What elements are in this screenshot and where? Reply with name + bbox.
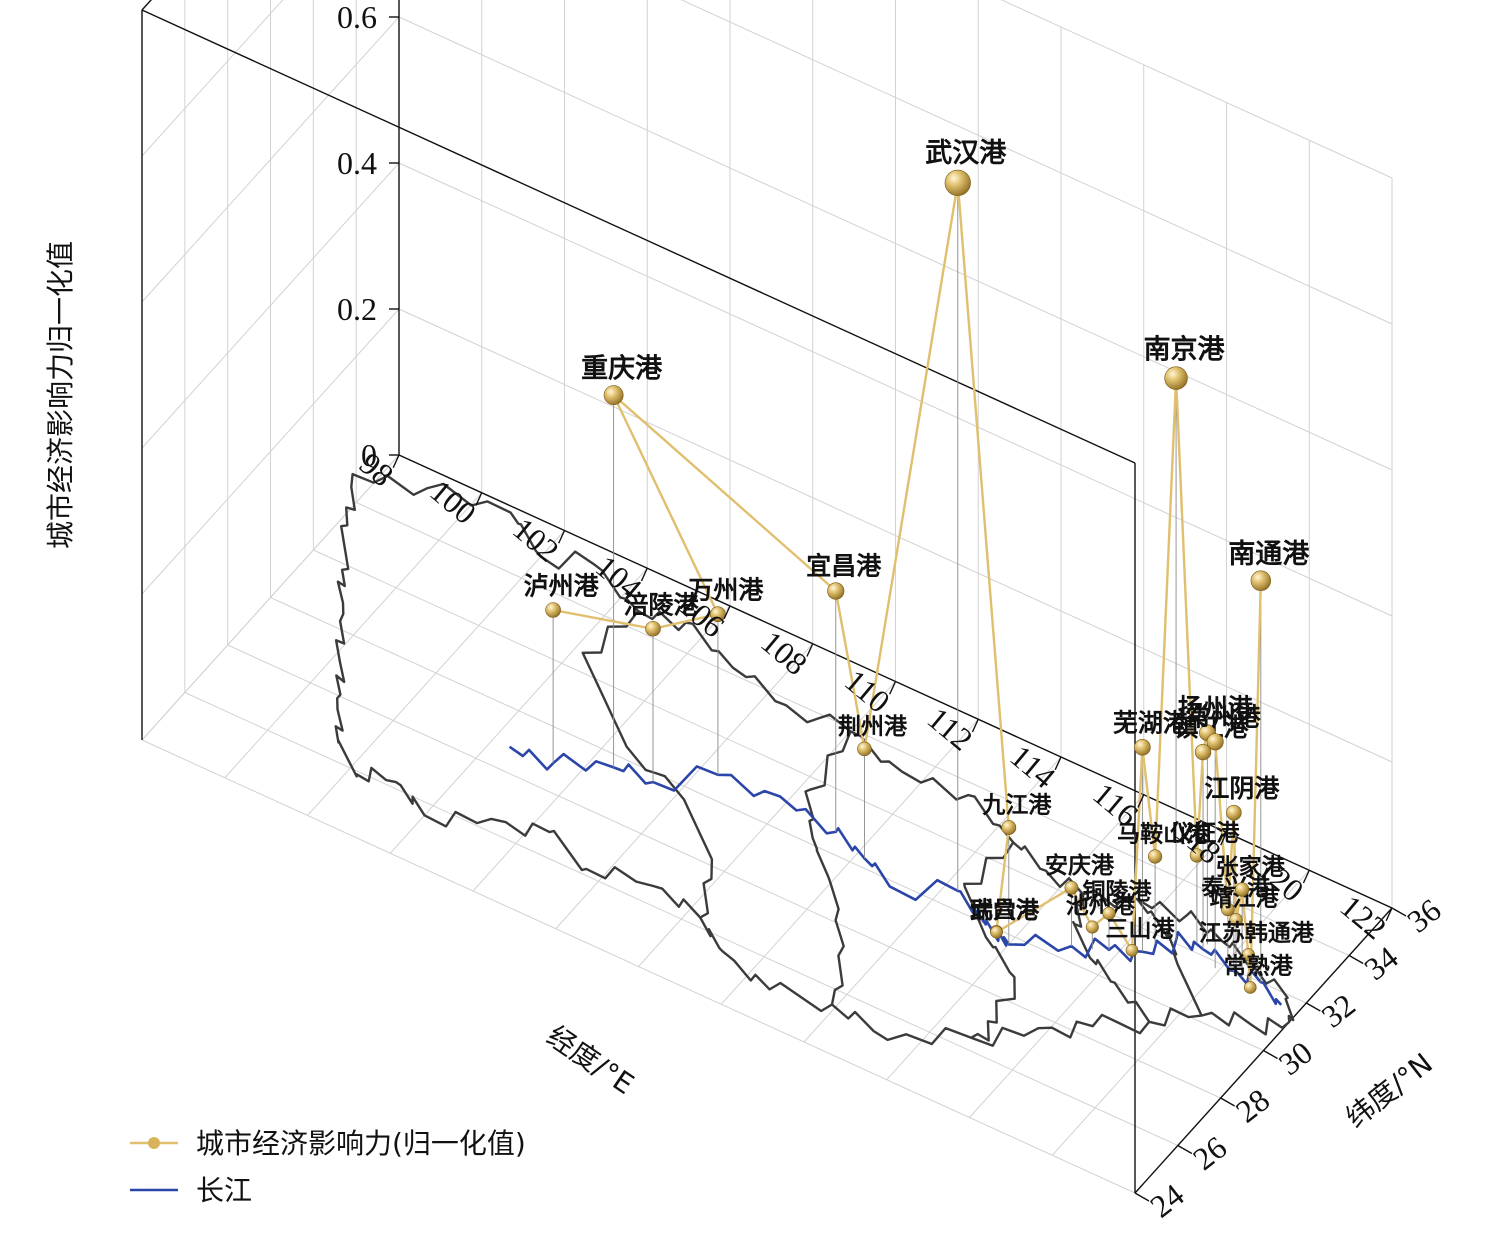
- port-label: 池州港: [1066, 893, 1136, 919]
- port-marker: [1102, 906, 1116, 920]
- port-label: 张家港: [1216, 854, 1286, 881]
- x-tick-label: 122: [1334, 888, 1394, 946]
- port-label: 泸州港: [524, 572, 600, 601]
- y-tick-label: 36: [1400, 891, 1447, 939]
- y-tick-label: 34: [1357, 939, 1404, 987]
- x-tick-label: 114: [1003, 738, 1062, 796]
- province-boundary: [963, 841, 1016, 1042]
- port-marker: [1241, 948, 1255, 962]
- port-label: 南通港: [1228, 539, 1310, 570]
- x-tick-label: 98: [353, 445, 401, 493]
- port-label: 荆州港: [838, 714, 908, 740]
- yangtze-basin-map: [334, 472, 1295, 1047]
- basin-boundary: [334, 472, 1295, 1047]
- port-label: 常熟港: [1224, 952, 1294, 979]
- port-marker: [545, 602, 561, 618]
- port-marker: [827, 582, 845, 600]
- port-marker: [1085, 920, 1099, 934]
- port-marker: [603, 385, 624, 406]
- y-tick-label: 30: [1272, 1034, 1319, 1082]
- y-tick-label: 26: [1186, 1129, 1233, 1177]
- port-marker: [944, 169, 971, 196]
- port-marker: [1147, 849, 1163, 864]
- port-label: 南京港: [1144, 334, 1226, 366]
- port-label: 武穴港: [970, 897, 1040, 924]
- y-axis-label: 纬度/°N: [1339, 1047, 1438, 1135]
- x-tick-label: 108: [754, 624, 814, 682]
- z-axis-label: 城市经济影响力归一化值: [44, 241, 77, 549]
- legend-river-label: 长江: [196, 1174, 252, 1207]
- z-tick-label: 0.4: [337, 145, 377, 181]
- influence-connector-line: [552, 181, 1262, 989]
- x-tick-label: 110: [838, 662, 897, 720]
- x-axis-label: 经度/°E: [541, 1019, 640, 1101]
- port-marker: [1064, 880, 1079, 895]
- port-label: 瑞昌港: [970, 897, 1040, 923]
- port-marker: [1134, 738, 1151, 756]
- port-marker: [1250, 570, 1272, 591]
- port-label: 仪征港: [1169, 821, 1240, 847]
- port-marker: [1235, 882, 1250, 897]
- x-tick-label: 100: [423, 473, 483, 531]
- port-label: 常州港: [1186, 703, 1262, 732]
- legend: 城市经济影响力(归一化值) 长江: [130, 1127, 526, 1207]
- port-label: 江阴港: [1204, 774, 1280, 803]
- z-tick-label: 0.6: [337, 0, 377, 35]
- z-tick-label: 0.2: [337, 291, 377, 327]
- port-label: 九江港: [981, 792, 1052, 818]
- y-tick-label: 32: [1314, 986, 1361, 1034]
- port-label: 重庆港: [581, 353, 663, 385]
- port-marker: [1229, 913, 1243, 927]
- axis-ticks: 00.20.40.60.81.0981001021041061081101121…: [337, 0, 1448, 1225]
- port-label: 江苏韩通港: [1199, 919, 1315, 946]
- port-label: 马鞍山港: [1117, 821, 1210, 848]
- x-tick-label: 112: [921, 700, 980, 758]
- yangtze-river-line: [508, 745, 1283, 1006]
- port-marker: [1164, 366, 1188, 390]
- province-boundary: [804, 730, 852, 1005]
- province-boundary: [1136, 898, 1203, 1017]
- port-label: 武汉港: [925, 138, 1007, 169]
- port-label: 万州港: [688, 576, 764, 605]
- port-marker: [645, 620, 661, 637]
- port-marker: [857, 741, 872, 757]
- port-marker: [1001, 820, 1017, 835]
- y-tick-label: 28: [1229, 1081, 1276, 1129]
- port-marker: [1243, 981, 1257, 994]
- port-marker: [1226, 804, 1242, 821]
- port-label: 宜昌港: [806, 552, 882, 581]
- port-label: 芜湖港: [1113, 708, 1189, 737]
- legend-influence-label: 城市经济影响力(归一化值): [196, 1127, 526, 1160]
- port-marker: [1206, 733, 1224, 751]
- port-marker: [1221, 902, 1235, 917]
- port-marker: [1125, 943, 1139, 957]
- legend-influence-marker: [148, 1137, 160, 1149]
- port-label: 铜陵港: [1083, 878, 1153, 905]
- port-label: 扬州港: [1178, 694, 1254, 723]
- series-line: [552, 181, 1262, 989]
- port-marker: [710, 606, 726, 623]
- port-marker: [990, 925, 1003, 939]
- z-tick-label: 0: [361, 437, 377, 473]
- port-label: 涪陵港: [623, 590, 699, 619]
- port-label: 安庆港: [1045, 852, 1115, 879]
- y-tick-label: 24: [1143, 1176, 1190, 1224]
- drop-lines: [552, 182, 1262, 983]
- port-marker: [1189, 848, 1205, 863]
- province-boundary: [1072, 894, 1151, 1023]
- port-label: 三山港: [1105, 916, 1175, 942]
- port-marker: [1194, 743, 1212, 761]
- province-boundary: [581, 610, 714, 919]
